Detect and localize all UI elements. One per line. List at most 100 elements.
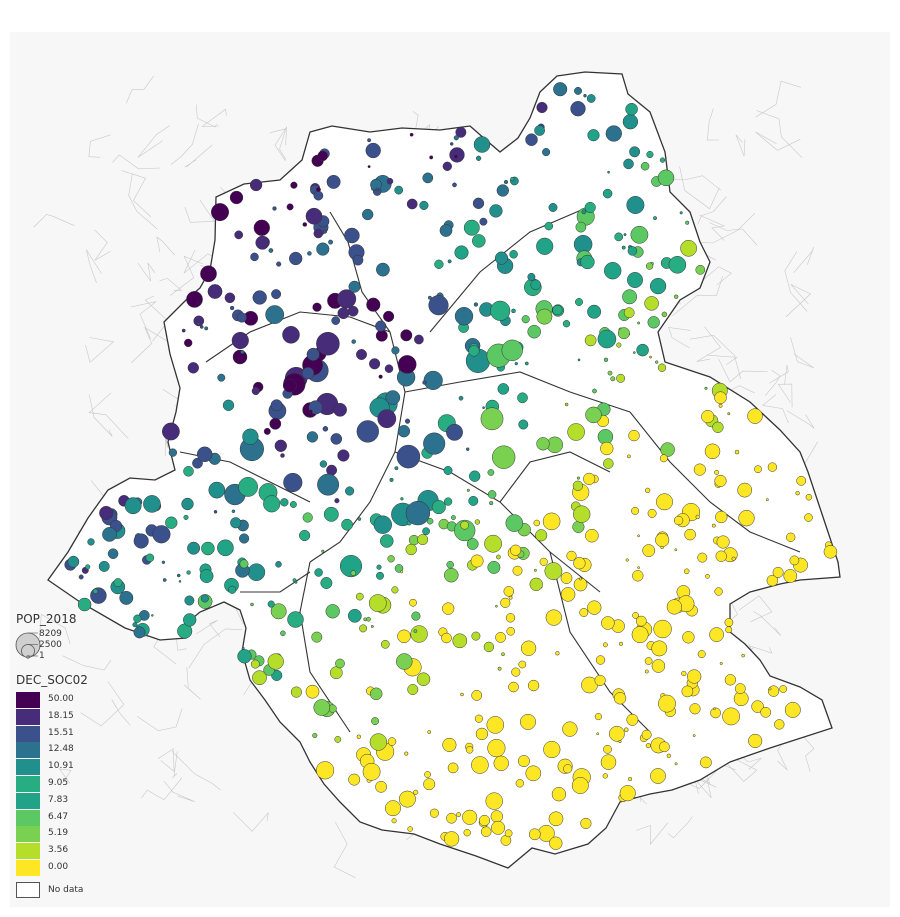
population-circle [306,431,319,443]
population-circle [307,251,312,256]
population-circle [302,512,313,523]
population-circle [587,600,602,615]
population-circle [674,762,678,766]
population-circle [570,101,586,117]
population-circle [178,580,182,583]
population-circle [485,792,503,810]
population-circle [560,587,576,602]
population-circle [250,659,260,669]
population-circle [366,616,371,622]
legend-class-label: 0.00 [48,862,69,872]
population-circle [474,519,481,525]
population-circle [647,508,657,518]
population-circle [289,501,297,508]
population-circle [237,649,252,664]
population-circle [564,402,569,407]
population-circle [452,182,457,188]
sector-line [667,816,693,839]
size-legend-label-max: 8209 [39,629,62,639]
sector-line [137,262,156,282]
population-circle [306,347,320,361]
population-circle [394,564,404,573]
population-circle [562,320,571,328]
population-circle [200,265,217,283]
population-circle [645,743,651,749]
population-circle [539,557,548,566]
population-circle [724,618,734,627]
population-circle [605,125,622,142]
sector-line [169,255,203,296]
population-circle [714,474,727,487]
population-circle [431,500,446,515]
population-circle [705,573,710,579]
population-circle [626,713,639,726]
sector-line [269,128,287,160]
population-circle [518,660,527,669]
population-circle [193,315,205,327]
population-circle [490,810,503,823]
population-circle [527,272,536,281]
population-circle [567,423,585,441]
population-circle [482,406,485,410]
population-circle [181,497,194,511]
population-circle [315,187,321,192]
population-circle [333,402,347,417]
population-circle [183,466,194,477]
district-line [499,451,611,503]
population-circle [666,753,671,758]
population-circle [337,289,357,309]
population-circle [616,342,622,348]
sector-line [786,410,815,429]
district-line [240,571,311,593]
population-circle [577,358,581,362]
sector-line [196,104,217,128]
population-circle [422,527,430,536]
population-circle [356,734,361,739]
no-data-label: No data [48,885,84,895]
population-circle [454,154,458,159]
population-circle [528,828,541,841]
population-circle [496,184,509,197]
sector-line [777,383,793,408]
population-circle [506,627,515,636]
population-circle [653,619,672,639]
population-circle [509,250,518,259]
size-legend-label-mid: 2500 [39,640,62,650]
population-circle [712,707,716,711]
district-line [629,411,801,553]
population-circle [397,629,411,644]
population-circle [572,480,584,491]
sector-line [128,173,158,230]
no-data-swatch [16,882,40,898]
population-circle [470,554,484,568]
population-circle [674,294,679,299]
population-circle [417,534,429,546]
population-circle [514,361,518,366]
legend-swatch [16,708,40,725]
population-circle [748,733,763,748]
map-canvas[interactable] [10,32,890,907]
district-line [404,371,631,413]
population-circle [394,466,399,471]
sector-line [672,275,723,317]
population-circle [518,419,529,430]
population-circle [487,560,501,574]
population-circle [468,345,480,357]
population-circle [348,773,361,786]
population-circle [533,519,541,527]
population-circle [772,566,784,578]
population-circle [380,534,394,548]
district-line [549,551,651,733]
population-circle [443,497,453,506]
population-circle [601,616,615,630]
population-circle [630,225,649,244]
population-circle [454,245,469,260]
population-circle [527,679,540,692]
population-circle [680,239,697,257]
population-circle [375,329,388,342]
sector-line [131,326,170,364]
population-circle [651,659,666,673]
population-circle [487,469,495,476]
population-circle [681,685,694,698]
population-circle [263,427,271,435]
